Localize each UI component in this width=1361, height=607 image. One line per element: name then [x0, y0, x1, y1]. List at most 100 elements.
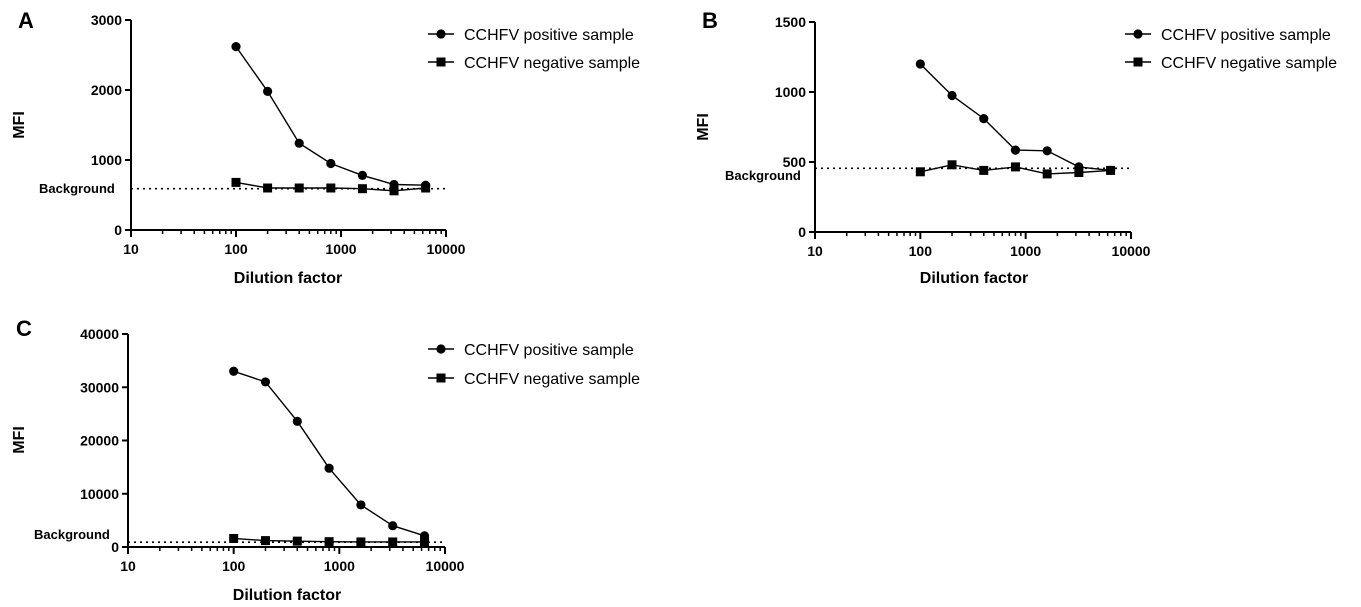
data-point — [979, 165, 989, 175]
data-point — [324, 463, 334, 473]
y-tick-label: 3000 — [91, 12, 122, 28]
x-axis-label: Dilution factor — [920, 270, 1028, 287]
legend-label: CCHFV negative sample — [464, 55, 640, 72]
y-tick-label: 1000 — [775, 84, 806, 100]
background-label: Background — [34, 527, 110, 542]
panel-b: B 0 500 1000 1500 10 100 1000 10000 Dilution fact… — [695, 8, 1337, 287]
legend-marker — [1133, 29, 1143, 39]
y-tick-label: 10000 — [80, 486, 119, 502]
series-negative — [915, 160, 1116, 179]
legend-entry: CCHFV negative sample — [428, 371, 640, 388]
data-point — [1010, 145, 1021, 155]
data-point — [292, 536, 302, 546]
data-point — [389, 186, 399, 196]
y-tick-label: 20000 — [80, 433, 119, 449]
data-point — [231, 42, 241, 52]
legend-label: CCHFV positive sample — [1161, 27, 1331, 44]
data-point — [229, 366, 239, 376]
x-axis-label: Dilution factor — [234, 270, 342, 287]
legend-label: CCHFV positive sample — [464, 27, 634, 44]
legend-label: CCHFV negative sample — [464, 371, 640, 388]
data-point — [294, 138, 304, 148]
x-tick-label: 100 — [222, 558, 246, 574]
x-tick-label: 1000 — [324, 558, 355, 574]
legend-marker — [436, 57, 446, 67]
y-axis-label: MFI — [695, 113, 712, 141]
x-tick-label: 10 — [120, 558, 136, 574]
series-positive — [229, 366, 430, 541]
series-negative — [229, 533, 430, 547]
series-line — [233, 370, 425, 537]
legend-entry: CCHFV positive sample — [1125, 27, 1331, 44]
data-point — [357, 170, 368, 180]
data-point — [356, 537, 366, 547]
data-point — [915, 59, 925, 69]
data-point — [326, 158, 336, 169]
y-tick-label: 1500 — [775, 14, 806, 30]
y-axis-label: MFI — [11, 111, 28, 139]
data-point — [229, 533, 239, 543]
legend-entry: CCHFV negative sample — [428, 55, 640, 72]
data-point — [324, 537, 334, 547]
data-point — [260, 536, 270, 546]
y-tick-label: 2000 — [91, 82, 122, 98]
x-axis-label: Dilution factor — [233, 587, 341, 604]
data-point — [294, 183, 304, 193]
y-tick-label: 500 — [783, 154, 807, 170]
data-point — [388, 521, 398, 531]
panel-c: C 0 10000 20000 30000 40000 10 100 1000 10000 Dilu… — [11, 316, 640, 604]
x-tick-label: 10000 — [426, 558, 465, 574]
data-point — [421, 183, 431, 193]
data-point — [356, 500, 366, 510]
legend-entry: CCHFV negative sample — [1125, 55, 1337, 72]
legend-entry: CCHFV positive sample — [428, 342, 634, 359]
panel-letter: B — [702, 8, 718, 33]
background-label: Background — [39, 181, 115, 196]
legend-marker — [436, 373, 446, 383]
x-tick-label: 1000 — [1010, 243, 1041, 259]
data-point — [263, 183, 273, 193]
legend-label: CCHFV negative sample — [1161, 55, 1337, 72]
y-tick-label: 0 — [114, 222, 122, 238]
legend-label: CCHFV positive sample — [464, 342, 634, 359]
panel-a: A 0 1000 2000 3000 10 100 1000 10000 Dilution fac… — [11, 8, 640, 287]
x-tick-label: 100 — [224, 241, 248, 257]
legend-marker — [1133, 57, 1143, 67]
series-positive — [915, 59, 1116, 175]
data-point — [947, 90, 957, 101]
data-point — [947, 160, 957, 170]
data-point — [1042, 169, 1052, 179]
data-point — [420, 537, 430, 547]
x-tick-label: 10 — [123, 241, 139, 257]
data-point — [1074, 168, 1084, 177]
x-tick-label: 10 — [807, 243, 823, 259]
y-tick-label: 1000 — [91, 152, 122, 168]
y-tick-label: 0 — [111, 539, 119, 555]
data-point — [263, 86, 273, 96]
data-point — [326, 183, 336, 193]
y-tick-label: 40000 — [80, 326, 119, 342]
y-tick-label: 0 — [798, 224, 806, 240]
x-tick-label: 10000 — [427, 241, 466, 257]
series-negative — [231, 177, 431, 196]
data-point — [979, 114, 989, 124]
x-tick-label: 100 — [909, 243, 933, 259]
legend-entry: CCHFV positive sample — [428, 27, 634, 44]
panel-letter: A — [18, 8, 34, 33]
panel-letter: C — [16, 316, 32, 341]
legend-marker — [436, 29, 446, 39]
data-point — [1106, 165, 1116, 175]
data-point — [357, 184, 367, 194]
y-axis-label: MFI — [11, 426, 28, 454]
data-point — [231, 177, 241, 187]
x-tick-label: 1000 — [325, 241, 356, 257]
data-point — [1042, 146, 1052, 156]
data-point — [292, 416, 302, 426]
y-tick-label: 30000 — [80, 379, 119, 395]
x-tick-label: 10000 — [1112, 243, 1151, 259]
series-positive — [231, 42, 431, 190]
data-point — [260, 377, 271, 387]
data-point — [1010, 162, 1020, 172]
data-point — [915, 167, 925, 177]
